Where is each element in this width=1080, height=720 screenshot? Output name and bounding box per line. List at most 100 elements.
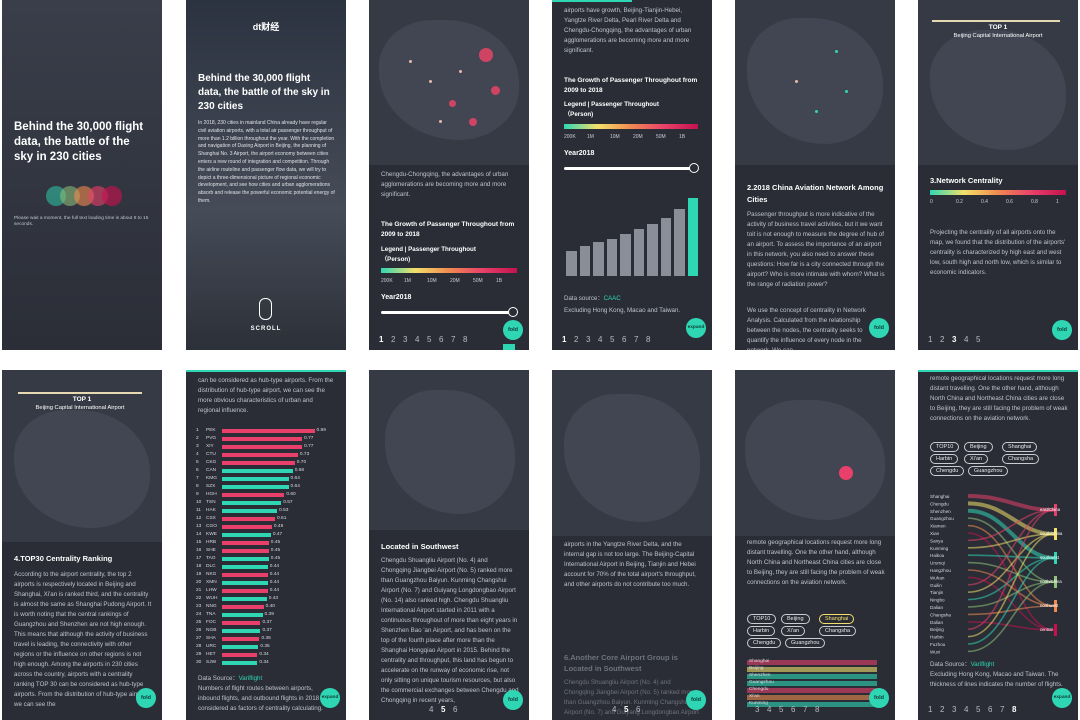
airport-code: NKG <box>206 572 217 577</box>
southwest-panel: Located in Southwest Chengdu Shuangliu A… <box>369 370 529 720</box>
page-1[interactable]: 1 <box>379 335 384 344</box>
page-1[interactable]: 1 <box>928 705 933 714</box>
page-5[interactable]: 5 <box>779 705 784 714</box>
page-6[interactable]: 6 <box>988 705 993 714</box>
year-bar <box>579 246 590 276</box>
network-map <box>735 0 895 165</box>
year-slider[interactable] <box>381 311 515 314</box>
page-6[interactable]: 6 <box>439 335 444 344</box>
page-2[interactable]: 2 <box>391 335 396 344</box>
fold-button[interactable]: fold <box>136 688 156 708</box>
year-slider-knob[interactable] <box>508 307 518 317</box>
page-4[interactable]: 4 <box>964 335 969 344</box>
centrality-text: Projecting the centrality of all airport… <box>930 229 1066 276</box>
sankey-source-label: Kunming <box>930 546 949 551</box>
page-8[interactable]: 8 <box>815 705 820 714</box>
top30-heading: 4.TOP30 Centrality Ranking <box>14 554 113 563</box>
fold-button[interactable]: fold <box>503 320 523 340</box>
page-4[interactable]: 4 <box>767 705 772 714</box>
airport-code: CAN <box>206 468 217 473</box>
city-tag[interactable]: Chengdu <box>930 466 965 476</box>
fold-button[interactable]: fold <box>1052 320 1072 340</box>
page-4[interactable]: 4 <box>598 335 603 344</box>
page-1[interactable]: 1 <box>928 335 933 344</box>
city-tag[interactable]: Shanghai <box>1002 442 1038 452</box>
sankey-link <box>967 509 1055 586</box>
city-tag[interactable]: Guangzhou <box>785 638 826 648</box>
sankey-link <box>967 533 1055 549</box>
centrality-bar <box>222 453 298 457</box>
rank-number: 28 <box>196 644 202 649</box>
page-8[interactable]: 8 <box>463 335 468 344</box>
page-7[interactable]: 7 <box>451 335 456 344</box>
expand-button[interactable]: expand <box>320 688 340 708</box>
city-tag[interactable]: Beijing <box>964 442 993 452</box>
page-6[interactable]: 6 <box>636 705 641 714</box>
page-2[interactable]: 2 <box>940 335 945 344</box>
page-3[interactable]: 3 <box>952 705 957 714</box>
city-tag[interactable]: Guangzhou <box>968 466 1009 476</box>
city-tag[interactable]: Changsha <box>1002 454 1040 464</box>
page-3[interactable]: 3 <box>952 335 957 344</box>
page-3[interactable]: 3 <box>755 705 760 714</box>
city-tag[interactable]: Harbin <box>930 454 959 464</box>
page-1[interactable]: 1 <box>562 335 567 344</box>
city-tag[interactable]: Beijing <box>781 614 810 624</box>
airport-code: FOC <box>206 620 217 625</box>
page-2[interactable]: 2 <box>574 335 579 344</box>
sankey-target-label: northwest <box>1040 603 1059 608</box>
page-3[interactable]: 3 <box>586 335 591 344</box>
sankey-source-label: Fuzhou <box>930 642 946 647</box>
rank-number: 1 <box>196 428 199 433</box>
growth-chart-heading: The Growth of Passenger Throughout from … <box>564 77 698 94</box>
city-tag[interactable]: Chengdu <box>747 638 782 648</box>
airport-code: KMG <box>206 476 217 481</box>
page-3[interactable]: 3 <box>403 335 408 344</box>
city-tag[interactable]: Harbin <box>747 626 776 636</box>
fold-button[interactable]: fold <box>503 690 523 710</box>
centrality-gradient <box>930 190 1066 195</box>
city-tag[interactable]: Xi'an <box>964 454 989 464</box>
centrality-bar <box>222 581 268 585</box>
page-4[interactable]: 4 <box>964 705 969 714</box>
growth-chart-slider[interactable] <box>564 167 696 170</box>
page-5[interactable]: 5 <box>624 705 629 714</box>
expand-button[interactable]: expand <box>1052 688 1072 708</box>
city-tag[interactable]: Xi'an <box>781 626 806 636</box>
page-5[interactable]: 5 <box>427 335 432 344</box>
fold-button[interactable]: fold <box>869 318 889 338</box>
expand-button[interactable]: expand <box>686 318 706 338</box>
page-5[interactable]: 5 <box>976 705 981 714</box>
sankey-source-label: Hangzhou <box>930 568 951 573</box>
centrality-value: 0.34 <box>259 652 269 657</box>
city-tag[interactable]: Shanghai <box>819 614 855 624</box>
fold-button[interactable]: fold <box>686 690 706 710</box>
page-6[interactable]: 6 <box>791 705 796 714</box>
page-4[interactable]: 4 <box>612 705 617 714</box>
airport-code: KWE <box>206 532 217 537</box>
page-8[interactable]: 8 <box>646 335 651 344</box>
city-tag[interactable]: TOP10 <box>930 442 960 452</box>
sankey-link <box>967 569 1055 607</box>
page-7[interactable]: 7 <box>634 335 639 344</box>
page-8[interactable]: 8 <box>1012 705 1017 714</box>
page-5[interactable]: 5 <box>610 335 615 344</box>
city-tag[interactable]: TOP10 <box>747 614 777 624</box>
page-7[interactable]: 7 <box>803 705 808 714</box>
page-2[interactable]: 2 <box>940 705 945 714</box>
rank-number: 13 <box>196 524 202 529</box>
sankey-link <box>967 533 1055 593</box>
fold-button[interactable]: fold <box>869 688 889 708</box>
page-4[interactable]: 4 <box>429 705 434 714</box>
city-tag[interactable]: Changsha <box>819 626 857 636</box>
page-7[interactable]: 7 <box>1000 705 1005 714</box>
page-4[interactable]: 4 <box>415 335 420 344</box>
page-6[interactable]: 6 <box>453 705 458 714</box>
page-6[interactable]: 6 <box>622 335 627 344</box>
growth-chart-knob[interactable] <box>689 163 699 173</box>
page-5[interactable]: 5 <box>441 705 446 714</box>
ranking-chart-panel: can be considered as hub-type airports. … <box>186 370 346 720</box>
page-5[interactable]: 5 <box>976 335 981 344</box>
scroll-mouse-icon[interactable] <box>259 298 272 320</box>
